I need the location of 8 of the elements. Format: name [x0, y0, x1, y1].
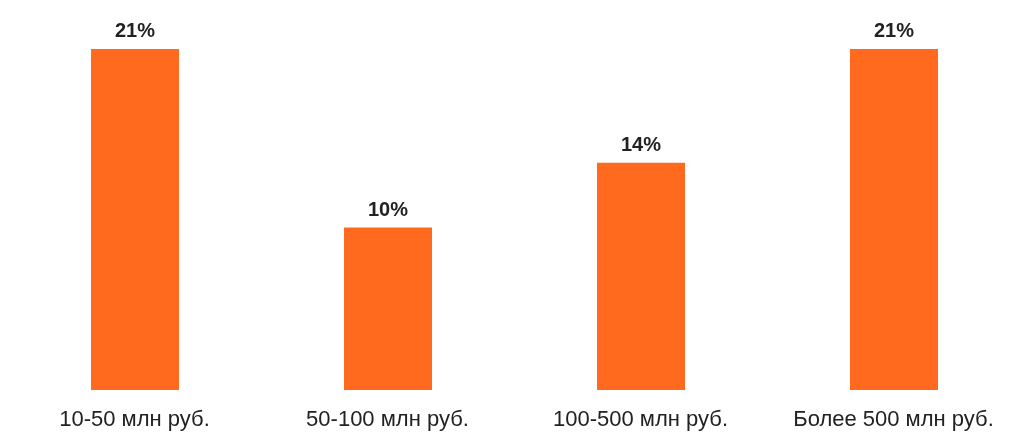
data-label: 21%	[114, 19, 156, 41]
x-tick-label: 100-500 млн руб.	[552, 405, 729, 431]
data-label: 10%	[367, 197, 409, 220]
x-tick-label: 50-100 млн руб.	[306, 405, 469, 431]
data-label: 14%	[620, 132, 662, 155]
x-tick-label: Более 500 млн руб.	[793, 405, 994, 431]
x-tick-label: 10-50 млн руб.	[59, 405, 210, 431]
data-label: 21%	[873, 19, 915, 41]
